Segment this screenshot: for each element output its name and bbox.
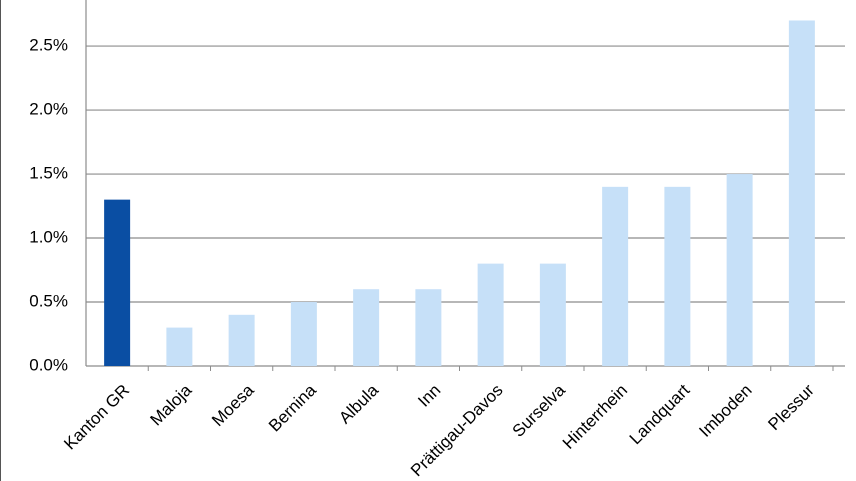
y-tick-label: 0.5% [29,291,68,310]
bar [415,289,442,366]
bar [477,263,504,366]
y-tick-label: 1.0% [29,228,68,247]
bar [353,289,380,366]
y-tick-label: 0.0% [29,355,68,374]
y-tick-label: 1.5% [29,164,68,183]
bar [166,327,193,366]
bar [290,302,317,366]
bar [664,186,691,366]
bar [726,174,753,366]
y-tick-label: 2.5% [29,36,68,55]
bar [228,314,255,366]
bar [788,20,815,366]
bar [539,263,566,366]
y-tick-label: 2.0% [29,100,68,119]
bar [602,186,629,366]
bar [104,199,131,366]
